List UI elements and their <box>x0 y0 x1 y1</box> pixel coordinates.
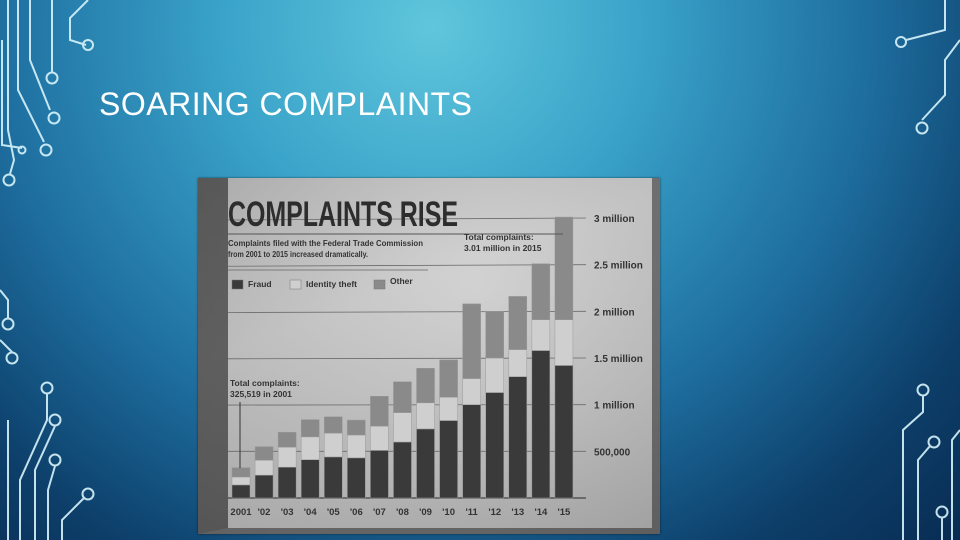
gridline <box>227 264 587 267</box>
chart-subtitle-line-1: Complaints filed with the Federal Trade … <box>228 238 423 248</box>
bar-segment <box>393 412 412 443</box>
x-tick-label: '12 <box>488 507 501 518</box>
bar-segment <box>393 381 412 413</box>
y-tick-label: 1 million <box>594 401 635 412</box>
bar-segment <box>231 467 251 478</box>
y-tick-label: 2.5 million <box>594 261 643 272</box>
legend-label: Other <box>390 276 413 286</box>
complaints-chart: 500,000 1 million 1.5 million 2 million 2.5 … <box>227 195 643 518</box>
legend-swatch <box>289 279 302 290</box>
y-tick-label: 1.5 million <box>594 354 643 365</box>
bar-segment <box>347 419 366 436</box>
x-tick-label: '13 <box>511 507 524 518</box>
bar-segment <box>485 311 504 359</box>
x-tick-label: '14 <box>534 507 548 518</box>
newspaper-chart-photo: 500,000 1 million 1.5 million 2 million 2.5 … <box>198 178 660 534</box>
y-tick-label: 3 million <box>594 214 635 225</box>
bar-segment <box>370 425 389 451</box>
legend-label: Identity theft <box>306 279 357 289</box>
slide-title: SOARING COMPLAINTS <box>99 86 473 122</box>
bar-segment <box>531 350 551 499</box>
bar-segment <box>531 319 551 351</box>
x-tick-label: '10 <box>442 507 455 518</box>
bar-segment <box>485 357 504 393</box>
bar-segment <box>416 428 435 499</box>
bar-segment <box>439 396 458 421</box>
bar-segment <box>439 420 458 499</box>
x-tick-label: '08 <box>396 507 409 518</box>
bar-segment <box>277 431 297 448</box>
bar-segment <box>277 446 297 468</box>
x-tick-label: '15 <box>558 507 572 518</box>
bar-segment <box>416 368 435 404</box>
x-tick-label: '03 <box>281 507 294 518</box>
x-tick-label: '11 <box>466 507 479 518</box>
bar-segment <box>300 459 320 499</box>
bar-segment <box>370 450 389 499</box>
bar-segment <box>416 402 435 430</box>
legend-swatch <box>373 279 386 290</box>
bar-segment <box>531 263 551 320</box>
bar-segment <box>324 432 343 458</box>
bar-segment <box>462 404 481 499</box>
bar-segment <box>508 349 528 377</box>
legend-label: Fraud <box>248 279 272 289</box>
bar-segment <box>393 441 412 499</box>
bar-segment <box>462 303 481 379</box>
x-tick-label: '04 <box>304 507 318 518</box>
bar-segment <box>508 296 528 350</box>
y-tick-label: 500,000 <box>594 447 631 458</box>
bar-segment <box>508 376 528 499</box>
x-tick-label: 2001 <box>230 507 252 518</box>
annotation-2001-line-2: 325,519 in 2001 <box>230 389 292 399</box>
gridline <box>227 217 587 221</box>
bar-segment <box>485 392 504 499</box>
bar-segment <box>300 419 320 438</box>
bar-segment <box>324 456 343 499</box>
bar-segment <box>554 216 574 320</box>
chart-title: COMPLAINTS RISE <box>228 195 458 234</box>
legend-swatch <box>231 279 244 290</box>
annotation-2001-line-1: Total complaints: <box>230 378 300 388</box>
bar-segment <box>347 434 366 459</box>
bar-segment <box>324 416 343 434</box>
bar-segment <box>300 436 320 460</box>
x-tick-label: '07 <box>373 507 386 518</box>
annotation-2015-line-1: Total complaints: <box>464 232 534 242</box>
y-tick-label: 2 million <box>594 307 635 318</box>
bar-segment <box>254 474 274 499</box>
bar-segment <box>231 484 251 499</box>
bar-segment <box>554 319 574 366</box>
bar-segment <box>347 457 366 499</box>
x-tick-label: '05 <box>327 507 341 518</box>
bar-segment <box>231 476 251 486</box>
chart-legend: Fraud Identity theft Other <box>231 276 413 290</box>
x-tick-label: '02 <box>258 507 271 518</box>
bar-segment <box>254 446 274 461</box>
x-tick-label: '06 <box>350 507 363 518</box>
bar-segment <box>277 466 297 499</box>
annotation-2015-line-2: 3.01 million in 2015 <box>464 243 542 253</box>
bar-segment <box>370 396 389 427</box>
bar-segment <box>554 365 574 499</box>
x-tick-label: '09 <box>419 507 432 518</box>
bar-segment <box>462 378 481 405</box>
bar-segment <box>439 359 458 398</box>
bar-segment <box>254 459 274 476</box>
chart-subtitle-line-2: from 2001 to 2015 increased dramatically… <box>228 249 368 259</box>
